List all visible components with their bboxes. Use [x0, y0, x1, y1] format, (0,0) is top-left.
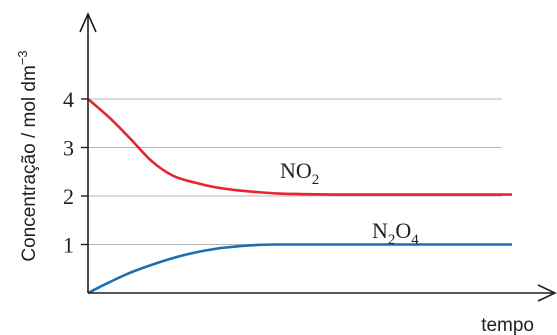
y-axis-label: Concentração / mol dm−3: [15, 50, 40, 261]
y-tick-label-4: 4: [63, 87, 74, 112]
y-axis-label-superscript: −3: [15, 50, 30, 65]
series-lines: [87, 98, 512, 295]
y-axis-arrow: [79, 12, 97, 33]
x-axis-label: tempo: [481, 315, 534, 335]
y-tick-label-1: 1: [63, 233, 74, 258]
series-line-no2: [87, 98, 512, 196]
series-line-n2o4: [87, 243, 512, 295]
series-label-no2: NO2: [280, 158, 319, 188]
y-ticks: 1 2 3 4: [63, 87, 88, 258]
x-axis-arrow: [537, 284, 557, 302]
y-tick-label-2: 2: [63, 184, 74, 209]
y-tick-label-3: 3: [63, 136, 74, 161]
axes: [79, 12, 557, 302]
series-label-n2o4: N2O4: [372, 218, 419, 248]
series-labels: NO2 N2O4: [280, 158, 419, 248]
